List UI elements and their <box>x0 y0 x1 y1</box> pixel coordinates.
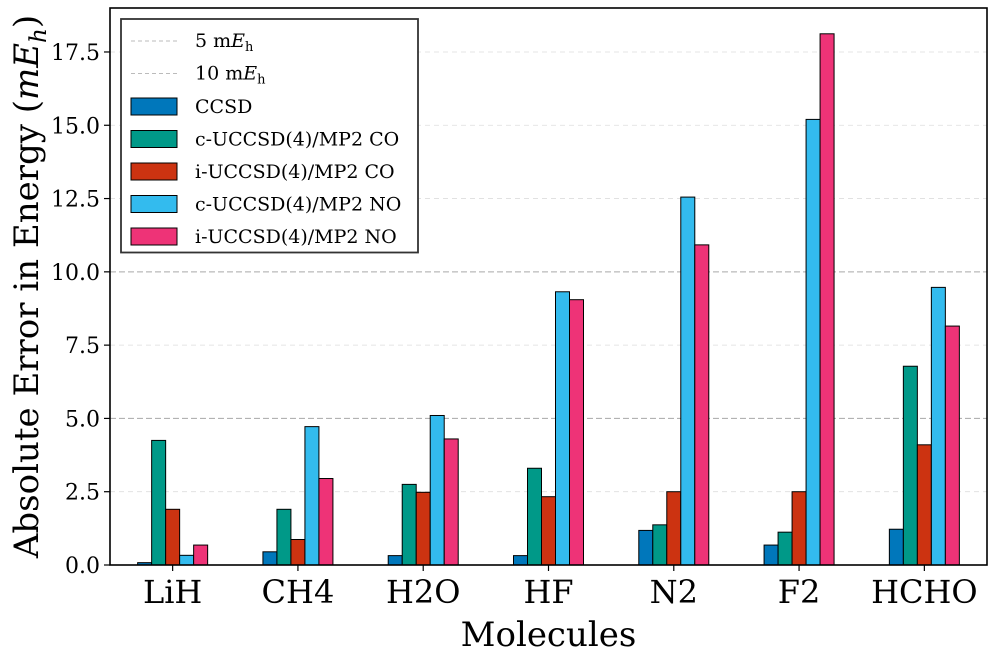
bar <box>944 325 960 566</box>
bar <box>387 555 403 566</box>
legend-label: i-UCCSD(4)/MP2 NO <box>195 226 397 248</box>
legend-label: c-UCCSD(4)/MP2 CO <box>195 129 399 151</box>
x-tick-label: CH4 <box>262 573 335 611</box>
x-tick-label: HF <box>523 573 573 611</box>
bar <box>443 438 459 566</box>
bar <box>916 444 932 566</box>
y-tick-label: 0.0 <box>65 554 100 579</box>
bar <box>527 467 542 566</box>
bar <box>193 544 209 566</box>
bar <box>541 496 556 566</box>
bar <box>791 491 807 566</box>
legend-label: c-UCCSD(4)/MP2 NO <box>195 194 401 216</box>
legend-swatch <box>130 195 178 213</box>
bar <box>276 508 292 566</box>
y-tick-label: 2.5 <box>65 481 100 506</box>
bar <box>819 33 835 566</box>
y-tick-label: 15.0 <box>51 114 100 139</box>
x-tick-label: N2 <box>650 573 698 611</box>
bar <box>151 439 167 566</box>
bar <box>401 483 417 566</box>
bar <box>652 524 668 566</box>
bars <box>137 33 960 566</box>
bar <box>777 531 793 566</box>
y-axis-title: Absolute Error in Energy (mEh) <box>7 15 52 559</box>
legend-label: CCSD <box>195 96 252 118</box>
bar <box>930 286 946 566</box>
y-tick-label: 7.5 <box>65 334 100 359</box>
bar <box>165 508 181 566</box>
y-tick-label: 10.0 <box>51 261 100 286</box>
bar <box>888 528 904 566</box>
legend-label: i-UCCSD(4)/MP2 CO <box>195 161 395 183</box>
bar <box>666 491 682 566</box>
bar <box>513 555 528 566</box>
bar <box>569 299 584 566</box>
axis-ticks: 0.0 2.5 5.0 7.5 10.0 12.5 15.0 17.5 LiH CH4 H2O HF N… <box>51 41 978 611</box>
legend-swatch <box>130 130 178 148</box>
bar <box>262 551 278 566</box>
bar <box>415 491 431 566</box>
x-tick-label: HCHO <box>871 573 978 611</box>
x-tick-label: H2O <box>386 573 461 611</box>
legend-label: 10 mEh <box>195 63 266 88</box>
legend-swatch <box>130 97 178 116</box>
reference-lines <box>110 271 987 419</box>
y-tick-label: 17.5 <box>51 41 100 66</box>
legend-box <box>120 18 419 254</box>
y-tick-label: 12.5 <box>51 188 100 213</box>
bar <box>318 478 334 566</box>
legend-label: 5 mEh <box>195 30 254 55</box>
x-tick-label: LiH <box>143 573 202 611</box>
bar <box>179 554 195 566</box>
legend-swatch <box>130 227 178 246</box>
bar <box>763 544 779 566</box>
y-tick-label: 5.0 <box>65 407 100 432</box>
x-tick-label: F2 <box>778 573 821 611</box>
bar <box>902 365 918 566</box>
bar <box>290 538 306 566</box>
bar <box>805 118 821 566</box>
bar <box>429 414 445 566</box>
bar <box>694 244 710 566</box>
legend: 5 mEh 10 mEh CCSD c-UCCSD(4)/MP2 CO i-UCCSD(… <box>120 18 419 254</box>
bar <box>680 196 696 566</box>
bar <box>638 529 654 566</box>
x-axis-title: Molecules <box>461 615 637 655</box>
bar <box>304 426 320 566</box>
legend-swatch <box>130 162 178 181</box>
bar <box>555 291 570 566</box>
